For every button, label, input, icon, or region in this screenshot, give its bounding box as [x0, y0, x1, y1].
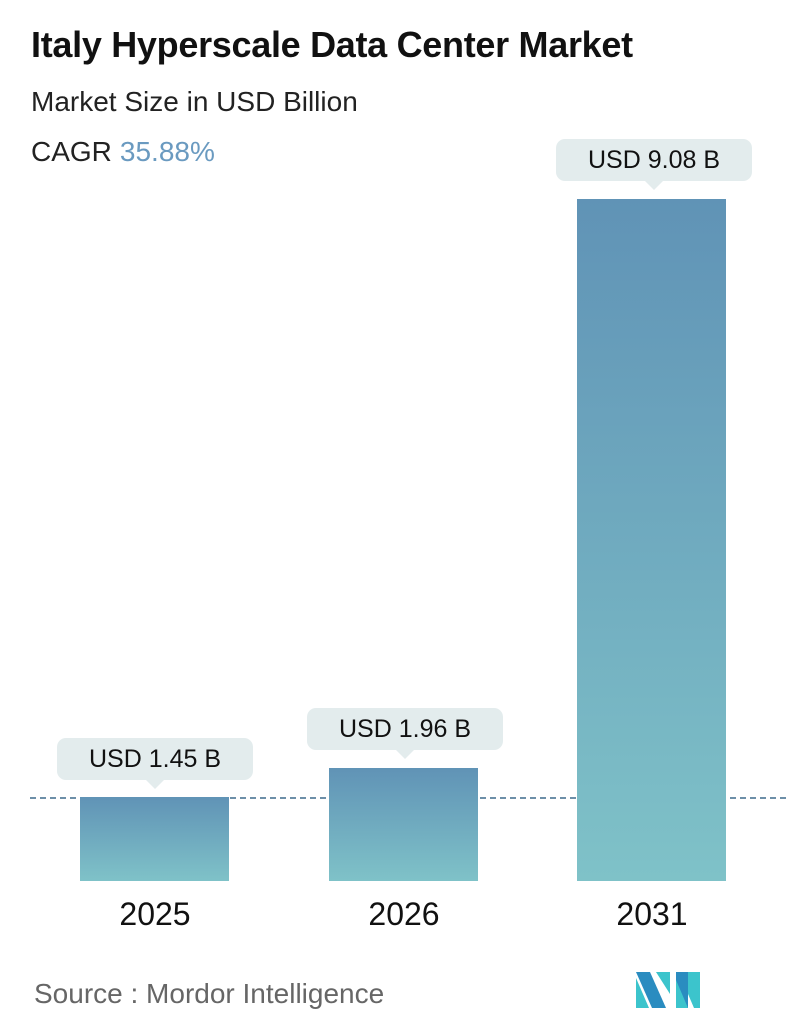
bar-2026: [329, 768, 478, 881]
data-label-2025: USD 1.45 B: [57, 738, 253, 789]
x-label-2026: 2026: [368, 896, 440, 932]
bar-2031: [577, 199, 726, 881]
chart-subtitle: Market Size in USD Billion: [31, 86, 358, 117]
bar-2025: [80, 797, 229, 881]
x-label-2031: 2031: [616, 896, 688, 932]
source-text: Source : Mordor Intelligence: [34, 978, 385, 1009]
data-label-2031: USD 9.08 B: [556, 139, 752, 190]
chart-title: Italy Hyperscale Data Center Market: [31, 24, 633, 65]
mordor-intelligence-logo-icon: [636, 972, 700, 1008]
cagr-value: 35.88%: [119, 136, 215, 167]
x-label-2025: 2025: [119, 896, 191, 932]
cagr-label: CAGR: [31, 136, 112, 167]
cagr-row: CAGR 35.88%: [31, 136, 215, 168]
data-label-2026: USD 1.96 B: [307, 708, 503, 759]
